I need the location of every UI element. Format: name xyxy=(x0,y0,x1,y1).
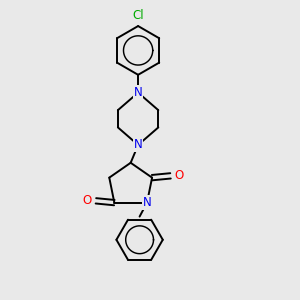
Text: O: O xyxy=(83,194,92,207)
Text: N: N xyxy=(134,138,142,152)
Text: N: N xyxy=(143,196,152,209)
Text: O: O xyxy=(174,169,184,182)
Text: Cl: Cl xyxy=(132,9,144,22)
Text: N: N xyxy=(134,86,142,99)
